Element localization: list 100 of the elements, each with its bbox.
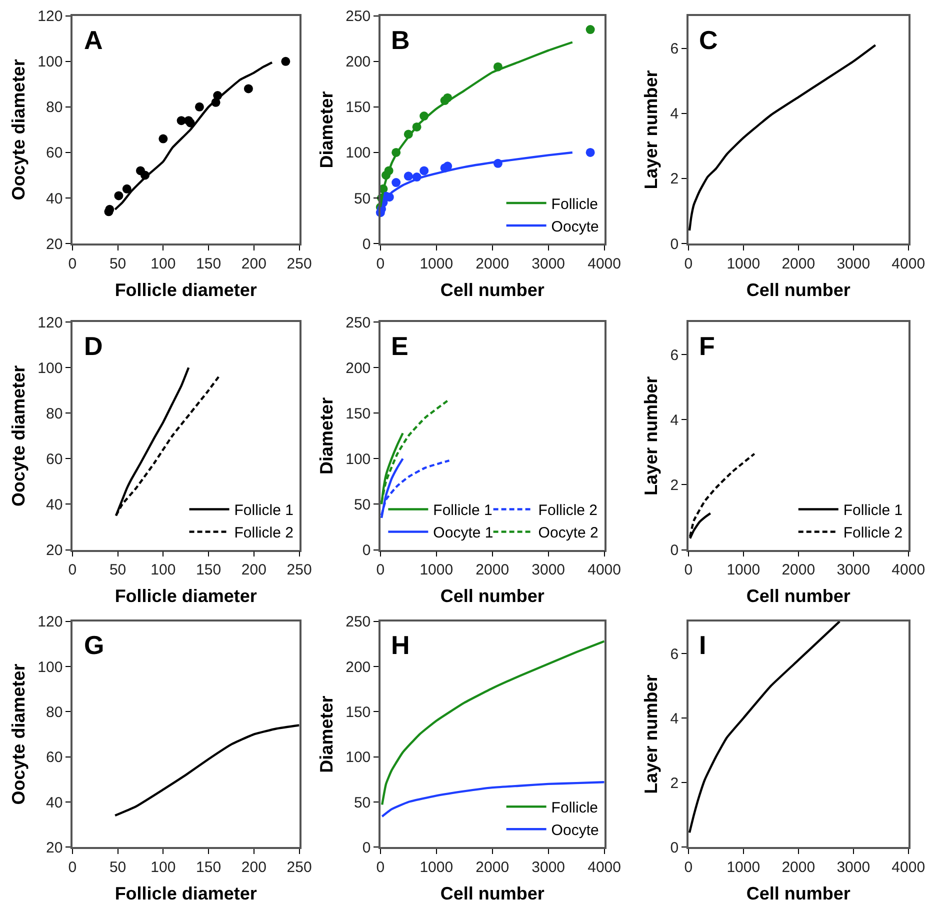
y-tick-label: 0: [670, 839, 679, 856]
y-tick-label: 0: [670, 542, 679, 560]
y-tick-label: 20: [46, 542, 63, 560]
y-tick-label: 0: [362, 839, 371, 856]
x-tick-label: 150: [196, 255, 222, 272]
x-tick-label: 200: [241, 562, 266, 579]
x-axis-title: Follicle diameter: [114, 280, 257, 300]
y-tick-label: 40: [46, 496, 63, 514]
y-tick-label: 0: [670, 236, 679, 253]
x-tick-label: 250: [286, 562, 312, 579]
y-tick-label: 0: [362, 236, 371, 253]
x-tick-label: 50: [109, 255, 126, 272]
x-tick-label: 100: [150, 562, 176, 579]
x-tick-label: 0: [684, 562, 693, 579]
y-tick-label: 20: [46, 236, 63, 253]
y-axis-title: Diameter: [316, 91, 336, 168]
y-tick-label: 6: [670, 346, 679, 364]
x-tick-label: 0: [376, 255, 385, 272]
y-tick-label: 2: [670, 476, 679, 494]
y-tick-label: 80: [46, 704, 63, 721]
y-tick-label: 100: [346, 144, 371, 162]
y-tick-label: 250: [346, 314, 371, 332]
chart-title: A: [84, 25, 103, 55]
y-tick-label: 200: [346, 658, 371, 676]
x-tick-label: 1000: [420, 562, 454, 579]
y-tick-label: 50: [354, 190, 371, 208]
x-tick-label: 0: [684, 858, 693, 876]
legend-label: Oocyte 1: [433, 524, 494, 542]
y-tick-label: 50: [354, 794, 371, 812]
y-tick-label: 2: [670, 170, 679, 188]
y-tick-label: 200: [346, 360, 371, 377]
chart-title: C: [699, 25, 718, 55]
legend-label: Oocyte: [551, 822, 599, 839]
x-axis-title: Follicle diameter: [114, 586, 257, 606]
y-tick-label: 120: [38, 614, 63, 631]
x-tick-label: 200: [241, 858, 266, 876]
y-axis-title: Diameter: [316, 397, 336, 474]
x-tick-label: 0: [68, 255, 77, 272]
x-tick-label: 2000: [782, 255, 816, 272]
x-tick-label: 2000: [476, 562, 510, 579]
y-tick-label: 150: [346, 704, 371, 721]
x-tick-label: 1000: [726, 858, 760, 876]
y-tick-label: 100: [346, 450, 371, 468]
x-axis-title: Cell number: [440, 884, 544, 904]
x-axis-title: Follicle diameter: [114, 884, 257, 904]
x-tick-label: 1000: [420, 858, 454, 876]
y-tick-label: 60: [46, 749, 63, 766]
x-axis-title: Cell number: [746, 586, 850, 606]
y-tick-label: 60: [46, 450, 63, 468]
legend-label: Oocyte: [551, 218, 599, 236]
x-tick-label: 3000: [532, 858, 566, 876]
x-tick-label: 50: [109, 858, 126, 876]
y-tick-label: 4: [670, 412, 679, 429]
legend-label: Follicle 1: [234, 502, 294, 520]
legend-label: Oocyte 2: [538, 524, 598, 542]
y-tick-label: 120: [38, 8, 63, 26]
chart-title: G: [84, 630, 104, 660]
legend-label: Follicle 2: [843, 524, 903, 542]
y-tick-label: 2: [670, 774, 679, 792]
x-tick-label: 3000: [532, 562, 566, 579]
x-axis-title: Cell number: [440, 280, 544, 300]
y-tick-label: 100: [38, 54, 63, 71]
x-tick-label: 1000: [726, 562, 760, 579]
x-tick-label: 3000: [836, 562, 870, 579]
y-tick-label: 150: [346, 99, 371, 116]
y-axis-title: Layer number: [641, 674, 661, 794]
y-axis-title: Oocyte diameter: [8, 59, 28, 200]
y-tick-label: 150: [346, 405, 371, 422]
x-axis-title: Cell number: [746, 280, 850, 300]
y-tick-label: 100: [38, 658, 63, 676]
legend-label: Follicle 1: [843, 502, 903, 520]
y-tick-label: 6: [670, 40, 679, 58]
y-axis-title: Layer number: [641, 70, 661, 190]
x-tick-label: 1000: [726, 255, 760, 272]
x-tick-label: 2000: [782, 562, 816, 579]
x-tick-label: 150: [196, 562, 222, 579]
y-tick-label: 60: [46, 144, 63, 162]
x-tick-label: 2000: [476, 255, 510, 272]
x-tick-label: 0: [68, 858, 77, 876]
x-tick-label: 0: [68, 562, 77, 579]
x-tick-label: 4000: [588, 562, 621, 579]
y-axis-title: Diameter: [316, 696, 336, 773]
y-axis-title: Oocyte diameter: [8, 365, 28, 506]
x-tick-label: 3000: [836, 858, 870, 876]
chart-title: D: [84, 331, 103, 361]
chart-title: H: [391, 630, 410, 660]
legend-label: Follicle: [551, 799, 598, 816]
y-tick-label: 40: [46, 794, 63, 812]
x-tick-label: 0: [376, 562, 385, 579]
y-tick-label: 100: [38, 360, 63, 377]
x-tick-label: 4000: [892, 858, 926, 876]
x-tick-label: 250: [286, 858, 312, 876]
x-tick-label: 4000: [588, 255, 621, 272]
x-tick-label: 4000: [588, 858, 621, 876]
y-tick-label: 250: [346, 8, 371, 26]
y-tick-label: 0: [362, 542, 371, 560]
chart-title: F: [699, 331, 715, 361]
chart-title: I: [699, 630, 706, 660]
x-tick-label: 100: [150, 255, 176, 272]
x-tick-label: 3000: [532, 255, 566, 272]
